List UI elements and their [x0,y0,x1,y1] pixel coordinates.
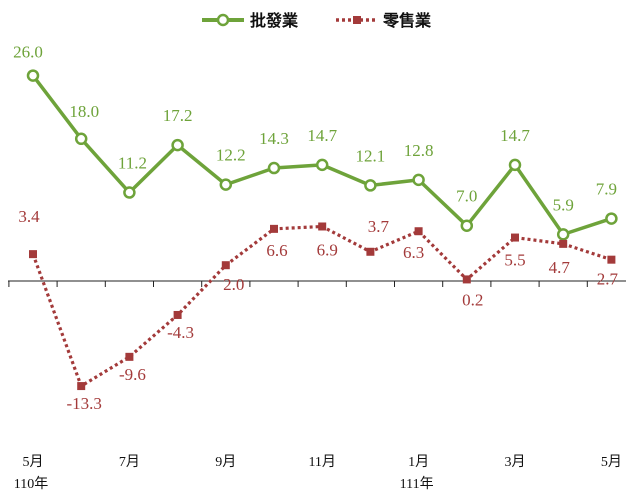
x-tick-label: 1月 [408,454,429,470]
x-tick-label: 3月 [505,454,526,470]
point-retail [221,261,230,270]
legend-marker-wholesale [216,13,230,27]
x-tick-label: 9月 [215,454,236,470]
legend-label-wholesale: 批發業 [250,11,299,30]
legend: 批發業 零售業 [202,11,432,30]
point-retail [462,275,471,284]
data-label-wholesale: 7.0 [456,187,477,206]
data-label-retail: 5.5 [504,251,525,270]
point-retail [29,250,37,259]
year-label: 111年 [400,476,434,490]
point-retail [173,310,182,319]
point-wholesale [556,228,570,241]
point-retail [366,247,375,256]
data-label-wholesale: 11.2 [118,154,147,173]
point-wholesale [171,138,184,152]
data-label-retail: 6.9 [317,240,338,259]
data-label-retail: -9.6 [119,365,146,384]
point-retail [270,224,278,233]
legend-label-retail: 零售業 [382,11,432,30]
data-labels: 26.0 18.0 11.2 17.2 12.2 14.3 14.7 12.1 12.8 7.0 1… [13,43,618,413]
data-label-wholesale: 14.7 [500,126,530,145]
legend-marker-retail [353,16,361,24]
data-label-retail: 2.0 [223,275,244,294]
data-label-wholesale: 12.2 [216,146,246,165]
data-label-wholesale: 26.0 [13,43,43,62]
data-label-retail: 4.7 [549,258,571,277]
data-label-retail: 2.7 [597,270,619,289]
point-retail [125,352,134,361]
point-wholesale [74,132,88,146]
data-label-retail: 3.7 [368,217,390,236]
point-wholesale [412,173,425,187]
point-wholesale [508,158,522,172]
data-label-retail: 0.2 [462,290,483,309]
data-label-wholesale: 14.3 [259,129,289,148]
point-retail [414,227,423,236]
point-wholesale [267,161,281,175]
data-label-retail: 6.3 [403,243,424,262]
data-label-wholesale: 12.1 [356,146,386,165]
data-label-retail: 3.4 [18,207,40,226]
point-retail [318,222,327,231]
x-axis-ticks [8,281,588,287]
data-label-wholesale: 5.9 [553,195,574,214]
point-wholesale [26,69,40,82]
point-wholesale [219,178,233,191]
x-tick-label: 7月 [119,454,140,470]
data-label-wholesale: 18.0 [69,102,99,121]
data-label-retail: -4.3 [167,323,194,342]
x-tick-label: 11月 [308,454,335,470]
point-wholesale [315,158,329,172]
data-label-retail: 6.6 [266,241,287,260]
point-wholesale [364,179,377,192]
data-label-wholesale: 12.8 [404,141,434,160]
point-retail [559,239,568,248]
x-tick-label: 5月 [23,454,44,470]
legend-item-wholesale: 批發業 [202,11,299,30]
year-label: 110年 [14,476,48,490]
x-tick-label: 5月 [601,454,622,470]
data-label-wholesale: 7.9 [596,180,617,199]
data-label-wholesale: 17.2 [163,106,193,125]
point-retail [77,382,86,391]
x-axis-labels: 5月 7月 9月 11月 1月 3月 5月 110年 111年 [14,454,622,490]
legend-item-retail: 零售業 [336,11,432,30]
point-wholesale [123,186,136,199]
point-wholesale [460,219,474,232]
series-layer [26,69,618,391]
point-wholesale [605,212,618,225]
data-label-retail: -13.3 [66,394,101,413]
point-retail [607,255,616,264]
point-retail [511,233,519,242]
data-label-wholesale: 14.7 [307,126,337,145]
